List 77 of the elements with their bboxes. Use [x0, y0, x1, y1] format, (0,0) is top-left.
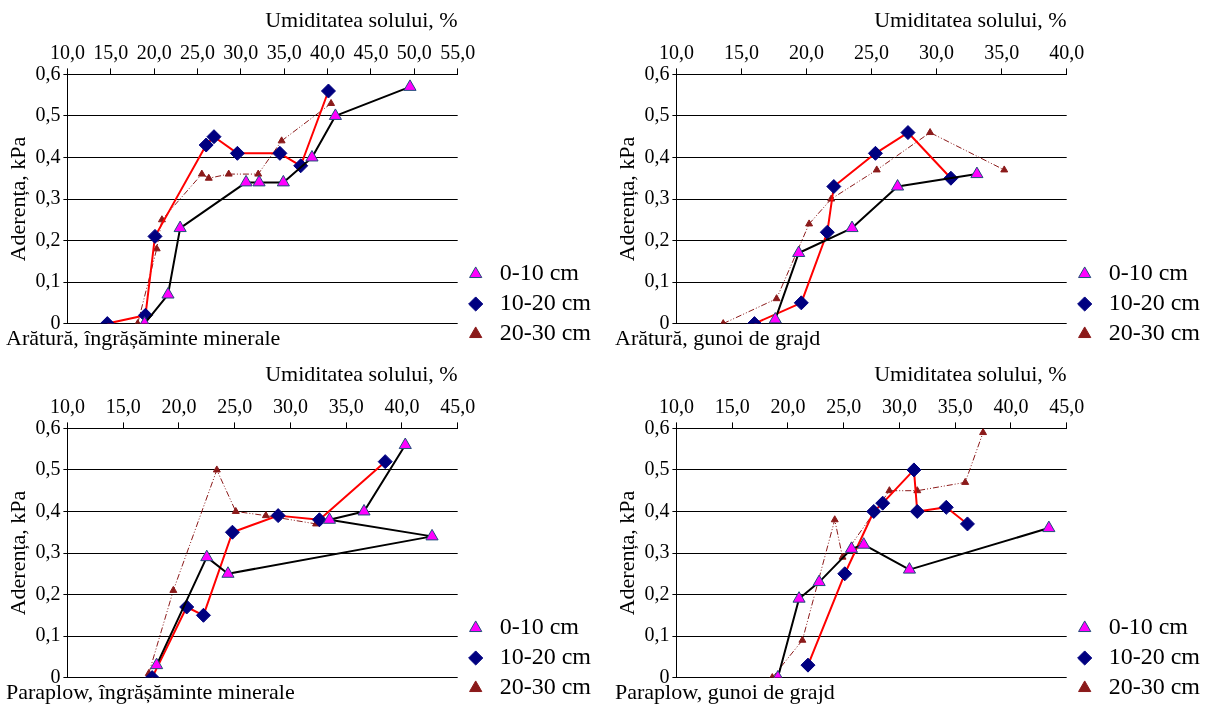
- y-axis-title: Aderența, kPa: [613, 490, 639, 616]
- x-tick-label: 45,0: [440, 394, 476, 417]
- x-axis-title: Umiditatea solului, %: [265, 360, 458, 386]
- y-tick-label: 0,4: [644, 498, 670, 521]
- x-tick-label: 35,0: [984, 40, 1020, 63]
- legend-label: 0-10 cm: [499, 259, 580, 286]
- x-tick-label: 25,0: [826, 394, 862, 417]
- y-tick-label: 0,3: [644, 186, 670, 209]
- x-tick-label: 20,0: [770, 394, 806, 417]
- y-tick-label: 0,3: [35, 540, 61, 563]
- x-tick-label: 45,0: [353, 40, 389, 63]
- y-tick-label: 0,5: [35, 103, 61, 126]
- x-tick-label: 40,0: [1049, 40, 1085, 63]
- x-tick-label: 10,0: [49, 394, 85, 417]
- x-tick-label: 40,0: [384, 394, 420, 417]
- x-tick-label: 10,0: [658, 394, 694, 417]
- x-tick-label: 15,0: [723, 40, 759, 63]
- x-axis-title: Umiditatea solului, %: [874, 360, 1067, 386]
- x-tick-label: 10,0: [49, 40, 85, 63]
- legend-label: 10-20 cm: [499, 643, 592, 670]
- x-tick-label: 30,0: [881, 394, 917, 417]
- y-tick-label: 0,1: [35, 623, 61, 646]
- x-tick-label: 40,0: [993, 394, 1029, 417]
- x-tick-label: 55,0: [440, 40, 476, 63]
- x-axis-title: Umiditatea solului, %: [265, 6, 458, 32]
- legend-label: 0-10 cm: [1108, 259, 1189, 286]
- x-tick-label: 20,0: [136, 40, 172, 63]
- x-tick-label: 15,0: [93, 40, 129, 63]
- y-tick-label: 0,4: [644, 144, 670, 167]
- y-tick-label: 0,1: [644, 269, 670, 292]
- x-tick-label: 15,0: [105, 394, 141, 417]
- y-tick-label: 0,5: [644, 103, 670, 126]
- y-axis-title: Aderența, kPa: [4, 136, 30, 262]
- y-tick-label: 0,5: [35, 457, 61, 480]
- y-tick-label: 0,2: [644, 581, 670, 604]
- y-tick-label: 0,4: [35, 144, 61, 167]
- x-tick-label: 40,0: [310, 40, 346, 63]
- y-tick-label: 0,2: [35, 581, 61, 604]
- y-tick-label: 0,5: [644, 457, 670, 480]
- legend-label: 10-20 cm: [1108, 643, 1201, 670]
- y-tick-label: 0,3: [644, 540, 670, 563]
- x-tick-label: 50,0: [396, 40, 432, 63]
- legend-label: 0-10 cm: [1108, 613, 1189, 640]
- y-tick-label: 0,4: [35, 498, 61, 521]
- x-tick-label: 30,0: [223, 40, 259, 63]
- legend-label: 20-30 cm: [1108, 319, 1201, 346]
- legend-label: 10-20 cm: [499, 289, 592, 316]
- x-tick-label: 35,0: [266, 40, 302, 63]
- legend-label: 0-10 cm: [499, 613, 580, 640]
- y-tick-label: 0,3: [35, 186, 61, 209]
- legend-label: 10-20 cm: [1108, 289, 1201, 316]
- y-tick-label: 0,6: [644, 61, 670, 84]
- x-tick-label: 30,0: [272, 394, 308, 417]
- y-axis-title: Aderența, kPa: [613, 136, 639, 262]
- x-tick-label: 20,0: [161, 394, 197, 417]
- y-tick-label: 0,1: [35, 269, 61, 292]
- x-tick-label: 25,0: [180, 40, 215, 63]
- x-tick-label: 35,0: [328, 394, 364, 417]
- legend-label: 20-30 cm: [499, 319, 592, 346]
- x-tick-label: 15,0: [714, 394, 750, 417]
- x-tick-label: 45,0: [1049, 394, 1085, 417]
- x-axis-title: Umiditatea solului, %: [874, 6, 1067, 32]
- y-tick-label: 0,6: [644, 415, 670, 438]
- x-tick-label: 20,0: [789, 40, 824, 63]
- legend-label: 20-30 cm: [1108, 673, 1201, 700]
- y-tick-label: 0,1: [644, 623, 670, 646]
- y-axis-title: Aderența, kPa: [4, 490, 30, 616]
- x-tick-label: 30,0: [919, 40, 955, 63]
- y-tick-label: 0,6: [35, 61, 61, 84]
- y-tick-label: 0,6: [35, 415, 61, 438]
- x-tick-label: 35,0: [937, 394, 973, 417]
- y-tick-label: 0,2: [35, 227, 61, 250]
- x-tick-label: 25,0: [217, 394, 253, 417]
- y-tick-label: 0,2: [644, 227, 670, 250]
- legend-label: 20-30 cm: [499, 673, 592, 700]
- x-tick-label: 25,0: [854, 40, 890, 63]
- x-tick-label: 10,0: [658, 40, 694, 63]
